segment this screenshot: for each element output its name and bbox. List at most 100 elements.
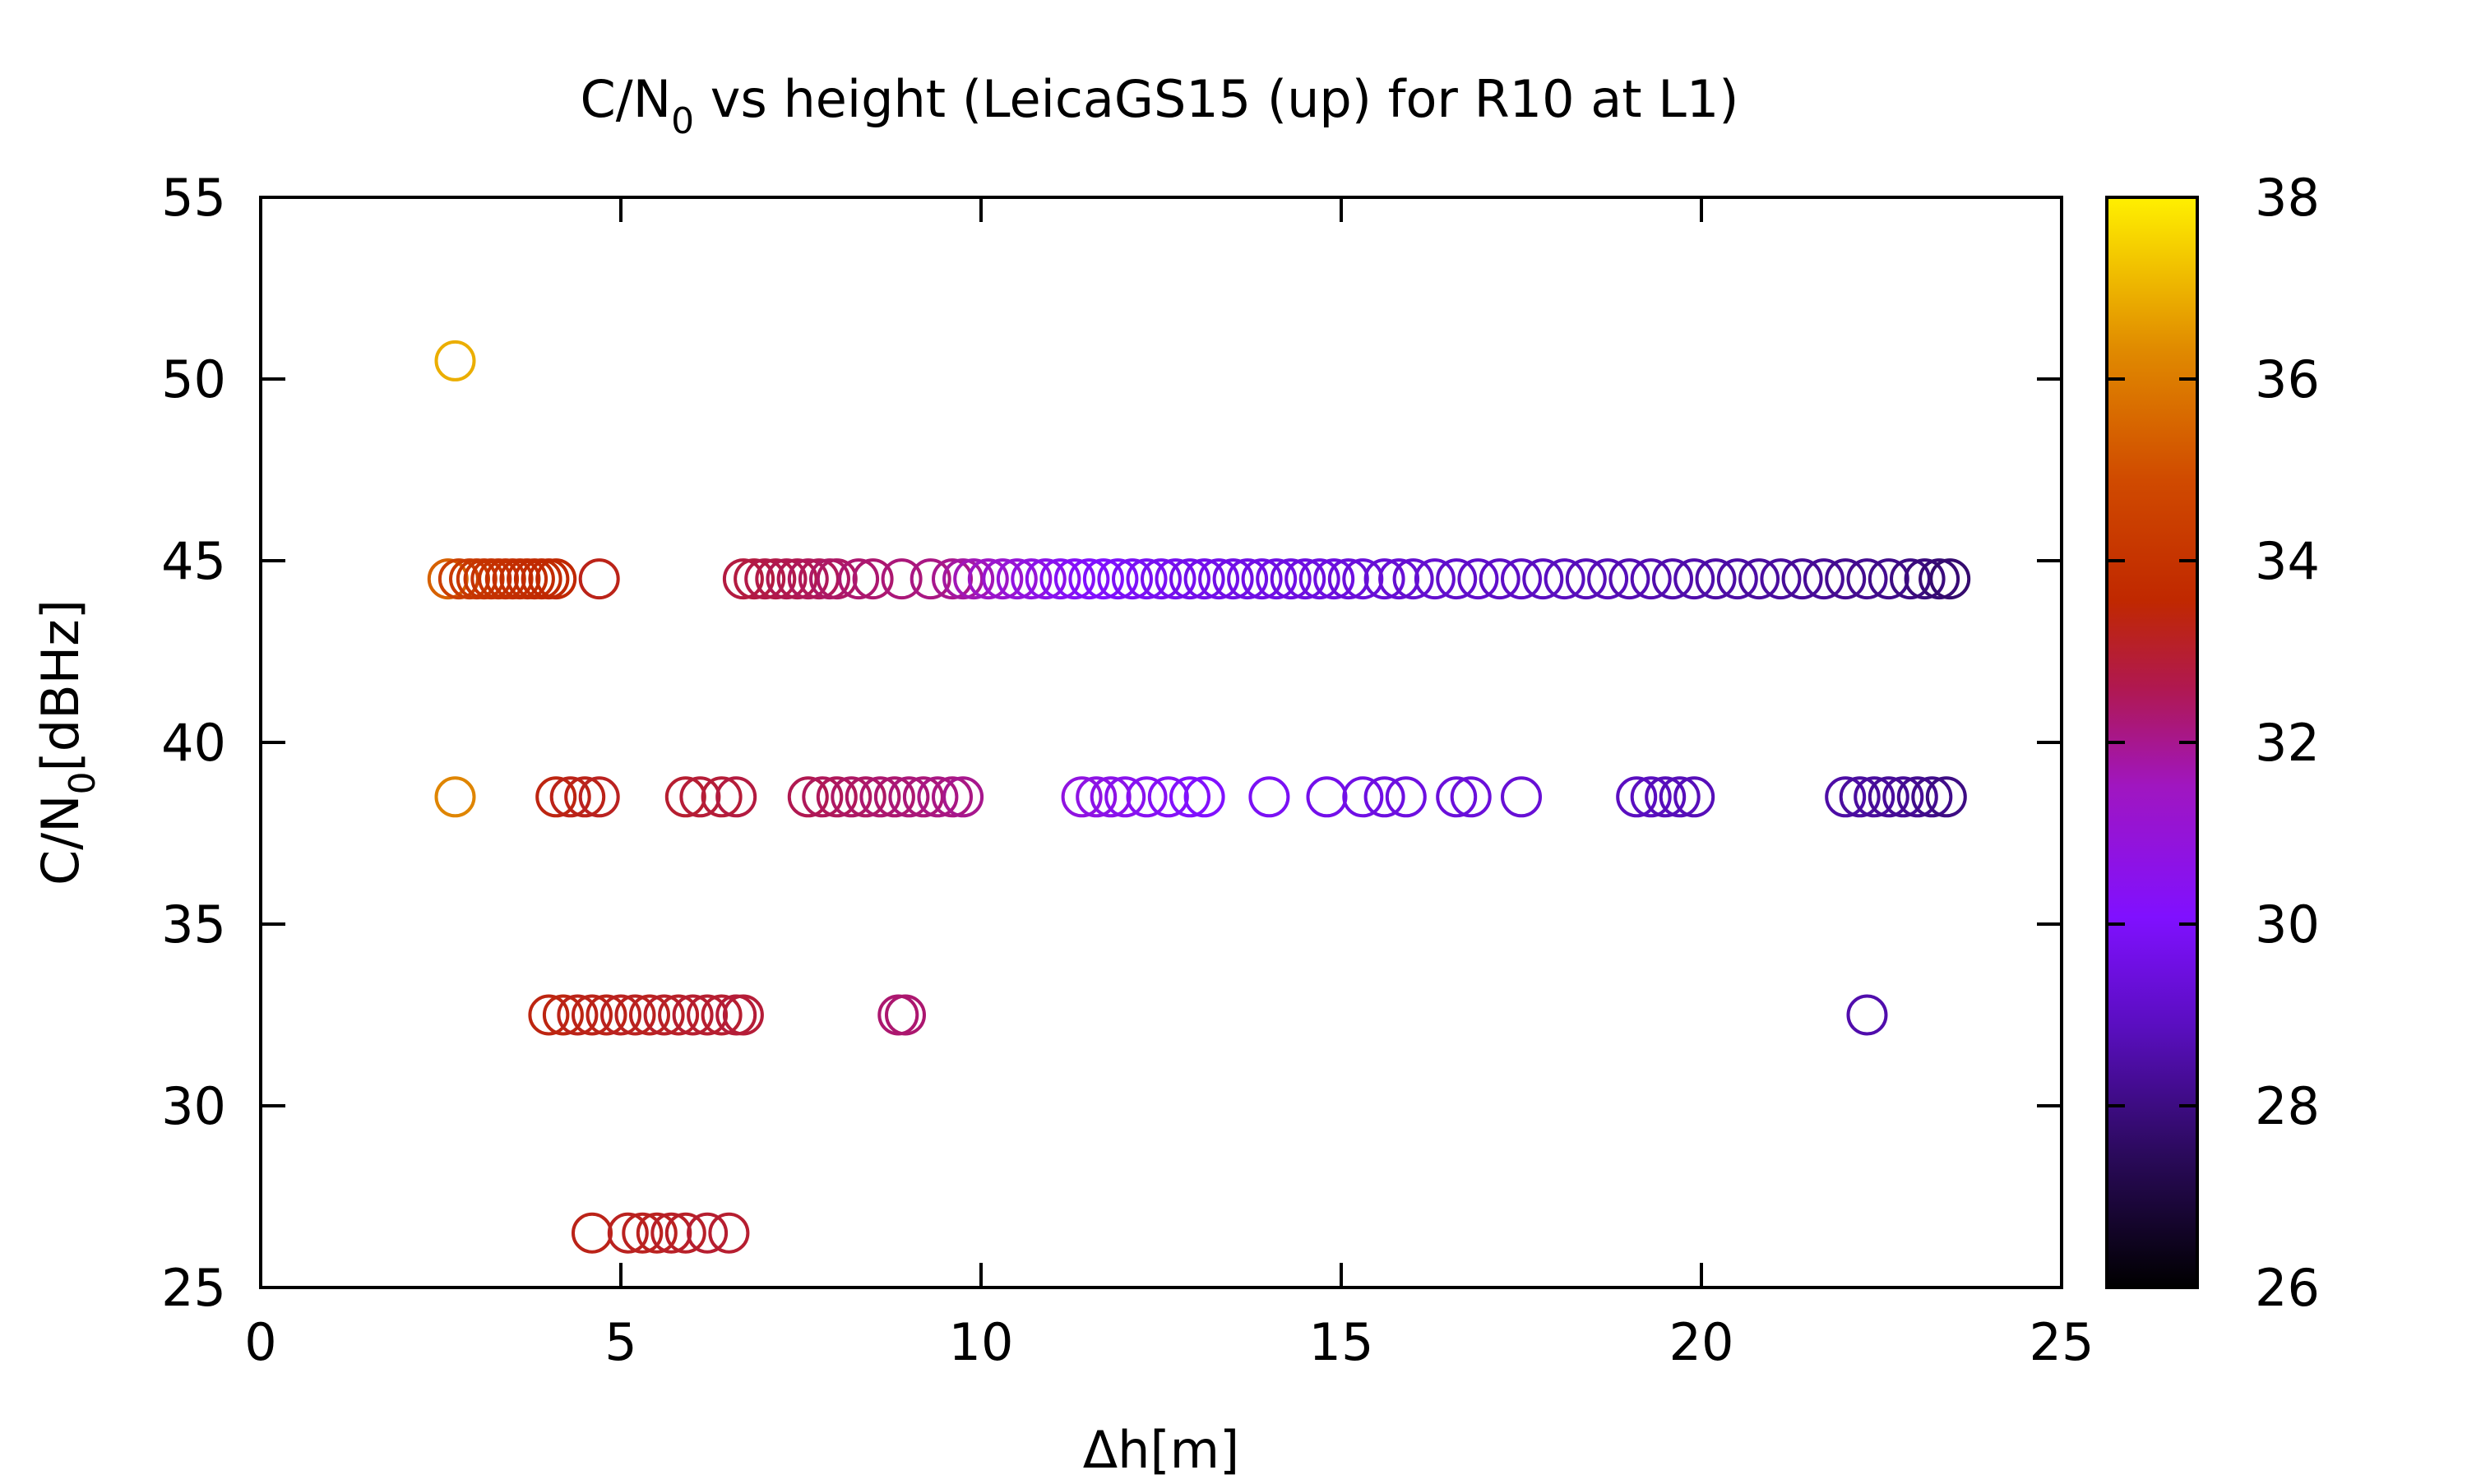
colorbar-tick-label: 36 <box>2255 349 2320 409</box>
x-tick-label: 25 <box>2030 1312 2094 1372</box>
data-point <box>535 558 577 600</box>
data-point <box>787 558 829 600</box>
data-point <box>658 994 700 1036</box>
y-axis-label: C/N0[dBHz] <box>30 599 104 885</box>
data-point <box>1436 776 1478 818</box>
axis-ticks: 0 5 10 15 20 25 25 30 35 40 45 50 55 <box>161 168 2094 1372</box>
data-point <box>1501 776 1542 818</box>
data-point <box>722 558 764 600</box>
data-point <box>1061 776 1103 818</box>
data-point <box>1363 558 1405 600</box>
data-point <box>1846 994 1888 1036</box>
data-point <box>434 340 476 381</box>
data-point <box>1327 558 1369 600</box>
data-point <box>549 776 591 818</box>
data-point <box>578 776 620 818</box>
colorbar-tick-label: 32 <box>2255 713 2320 773</box>
data-point <box>734 558 775 600</box>
data-point <box>1378 558 1420 600</box>
data-point <box>1039 558 1081 600</box>
data-point <box>1896 776 1938 818</box>
data-point <box>664 1212 706 1254</box>
data-point <box>1068 558 1110 600</box>
data-point <box>1212 558 1254 600</box>
plot-frame <box>259 196 2063 1289</box>
data-point <box>542 994 584 1036</box>
data-point <box>437 558 479 600</box>
data-point <box>1025 558 1067 600</box>
data-point <box>572 994 613 1036</box>
data-point <box>1198 558 1240 600</box>
data-point <box>755 558 797 600</box>
data-point <box>687 1212 729 1254</box>
data-point <box>1183 776 1225 818</box>
data-point <box>1256 558 1298 600</box>
colorbar-tick-label: 34 <box>2255 531 2320 591</box>
data-point <box>1890 558 1931 600</box>
data-point <box>1313 558 1355 600</box>
data-point <box>831 776 872 818</box>
data-point <box>942 776 984 818</box>
data-point <box>679 776 721 818</box>
data-point <box>1436 558 1478 600</box>
data-point <box>802 776 844 818</box>
data-point <box>1904 558 1946 600</box>
y-tick-label: 35 <box>161 895 226 955</box>
x-tick-label: 20 <box>1669 1312 1734 1372</box>
data-point <box>1929 558 1971 600</box>
y-tick-label: 40 <box>161 713 226 773</box>
data-point <box>1645 776 1687 818</box>
data-point <box>586 994 627 1036</box>
data-point <box>1053 558 1095 600</box>
data-point <box>1241 558 1283 600</box>
data-point <box>636 1212 678 1254</box>
x-tick-label: 5 <box>604 1312 636 1372</box>
data-point <box>1825 776 1867 818</box>
data-point <box>1919 558 1960 600</box>
data-point <box>932 776 973 818</box>
data-point <box>1608 558 1650 600</box>
colorbar-tick-label: 26 <box>2255 1258 2320 1318</box>
colorbar-tick-label: 30 <box>2255 895 2320 955</box>
data-point <box>578 558 620 600</box>
data-point <box>672 994 714 1036</box>
y-tick-label: 25 <box>161 1258 226 1318</box>
data-point <box>1716 558 1758 600</box>
x-tick-label: 10 <box>949 1312 1014 1372</box>
data-point <box>535 776 577 818</box>
data-point <box>798 558 840 600</box>
data-point <box>643 994 685 1036</box>
data-point <box>1616 776 1658 818</box>
data-point <box>953 558 995 600</box>
data-point <box>1227 558 1269 600</box>
data-point <box>427 558 469 600</box>
data-point <box>776 558 818 600</box>
data-point <box>1090 776 1132 818</box>
data-point <box>816 776 858 818</box>
data-point <box>1126 558 1168 600</box>
data-point <box>1868 776 1909 818</box>
data-point <box>1781 558 1823 600</box>
chart-title: C/N0 vs height (LeicaGS15 (up) for R10 a… <box>581 69 1739 142</box>
data-point <box>1882 776 1924 818</box>
y-tick-label: 55 <box>161 168 226 228</box>
data-point <box>1825 558 1867 600</box>
data-point <box>1587 558 1629 600</box>
data-point <box>1868 558 1909 600</box>
data-point <box>1652 558 1693 600</box>
data-point <box>1126 776 1168 818</box>
data-point <box>1248 776 1290 818</box>
data-point <box>614 994 656 1036</box>
data-point <box>600 994 641 1036</box>
data-point <box>1011 558 1053 600</box>
data-point <box>1479 558 1520 600</box>
data-point <box>1522 558 1564 600</box>
data-point <box>1911 776 1953 818</box>
data-point <box>888 776 930 818</box>
data-point <box>1183 558 1225 600</box>
data-point <box>1169 558 1210 600</box>
data-point <box>1457 558 1499 600</box>
data-point <box>942 558 984 600</box>
data-point <box>1284 558 1326 600</box>
